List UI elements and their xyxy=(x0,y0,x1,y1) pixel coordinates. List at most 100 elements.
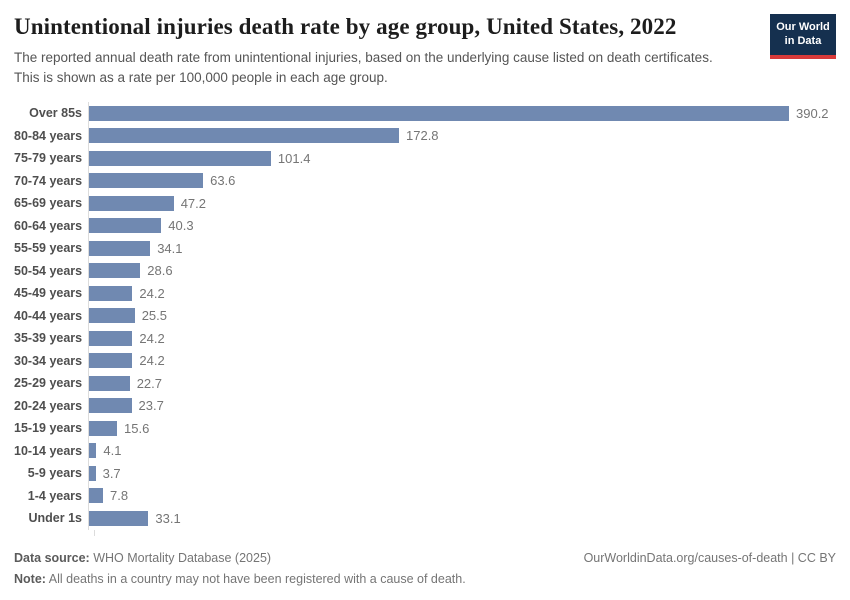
note-label: Note: xyxy=(14,571,46,586)
chart-row: 5-9 years 3.7 xyxy=(14,462,836,485)
chart-row: 75-79 years 101.4 xyxy=(14,147,836,170)
chart-row: Under 1s 33.1 xyxy=(14,507,836,530)
category-label: 10-14 years xyxy=(14,443,83,458)
bar-track: 15.6 xyxy=(88,417,836,440)
bar[interactable] xyxy=(89,353,133,369)
chart-row: 35-39 years 24.2 xyxy=(14,327,836,350)
bar[interactable] xyxy=(89,398,132,414)
category-label: 80-84 years xyxy=(14,128,83,143)
category-label: 70-74 years xyxy=(14,173,83,188)
bar-track: 7.8 xyxy=(88,484,836,508)
owid-logo-line2: in Data xyxy=(784,34,822,47)
category-label: Over 85s xyxy=(29,106,82,121)
value-label: 15.6 xyxy=(124,420,150,436)
owid-logo-line1: Our World xyxy=(776,20,830,33)
bar[interactable] xyxy=(89,173,204,189)
bar[interactable] xyxy=(89,128,399,144)
bar-track: 28.6 xyxy=(88,259,836,283)
bar-track: 24.2 xyxy=(88,282,836,305)
data-source-line: Data source: WHO Mortality Database (202… xyxy=(14,548,466,569)
category-label: 40-44 years xyxy=(14,308,83,323)
bar[interactable] xyxy=(89,105,789,121)
category-label: 30-34 years xyxy=(14,353,83,368)
bar-track: 34.1 xyxy=(88,237,836,260)
category-label: 65-69 years xyxy=(14,196,83,211)
chart-row: 80-84 years 172.8 xyxy=(14,124,836,148)
value-label: 3.7 xyxy=(102,465,121,481)
category-label: 60-64 years xyxy=(14,218,83,233)
chart-row: 15-19 years 15.6 xyxy=(14,417,836,440)
value-label: 22.7 xyxy=(136,375,162,391)
bar-track: 40.3 xyxy=(88,214,836,238)
chart-row: 25-29 years 22.7 xyxy=(14,372,836,395)
bar[interactable] xyxy=(89,150,271,166)
bar-chart: Over 85s 390.2 80-84 years 172.8 75-79 years… xyxy=(14,102,836,530)
chart-row: 20-24 years 23.7 xyxy=(14,394,836,418)
bar[interactable] xyxy=(89,443,97,459)
value-label: 33.1 xyxy=(155,510,181,526)
chart-row: 55-59 years 34.1 xyxy=(14,237,836,260)
value-label: 390.2 xyxy=(796,105,829,121)
owid-logo-text: Our World in Data xyxy=(770,14,836,55)
bar[interactable] xyxy=(89,510,149,526)
chart-row: 30-34 years 24.2 xyxy=(14,349,836,373)
data-source-label: Data source: xyxy=(14,550,90,565)
value-label: 40.3 xyxy=(168,218,194,234)
value-label: 34.1 xyxy=(157,240,183,256)
bar[interactable] xyxy=(89,420,117,436)
value-label: 63.6 xyxy=(210,173,236,189)
bar-track: 25.5 xyxy=(88,304,836,328)
value-label: 47.2 xyxy=(180,195,206,211)
category-label: 1-4 years xyxy=(27,488,82,503)
value-label: 24.2 xyxy=(139,353,165,369)
bar-track: 23.7 xyxy=(88,394,836,418)
bar[interactable] xyxy=(89,375,130,391)
note-line: Note: All deaths in a country may not ha… xyxy=(14,569,466,590)
chart-row: Over 85s 390.2 xyxy=(14,102,836,125)
bar[interactable] xyxy=(89,488,103,504)
bar-track: 3.7 xyxy=(88,462,836,485)
bar[interactable] xyxy=(89,285,133,301)
bar[interactable] xyxy=(89,240,151,256)
bar[interactable] xyxy=(89,308,135,324)
chart-header: Unintentional injuries death rate by age… xyxy=(14,14,836,87)
bar[interactable] xyxy=(89,465,96,481)
value-label: 172.8 xyxy=(406,128,439,144)
category-label: 55-59 years xyxy=(14,241,83,256)
bar-track: 390.2 xyxy=(88,102,836,125)
bar-track: 4.1 xyxy=(88,439,836,463)
value-label: 23.7 xyxy=(138,398,164,414)
value-label: 28.6 xyxy=(147,263,173,279)
chart-row: 50-54 years 28.6 xyxy=(14,259,836,283)
bar-track: 33.1 xyxy=(88,507,836,530)
category-label: 50-54 years xyxy=(14,263,83,278)
chart-row: 45-49 years 24.2 xyxy=(14,282,836,305)
data-source-text: WHO Mortality Database (2025) xyxy=(93,550,272,565)
bar[interactable] xyxy=(89,218,162,234)
chart-row: 70-74 years 63.6 xyxy=(14,169,836,193)
chart-footer: Data source: WHO Mortality Database (202… xyxy=(14,548,836,591)
chart-row: 10-14 years 4.1 xyxy=(14,439,836,463)
value-label: 7.8 xyxy=(110,488,129,504)
value-label: 25.5 xyxy=(141,308,167,324)
chart-row: 60-64 years 40.3 xyxy=(14,214,836,238)
y-axis-line xyxy=(94,529,836,536)
value-label: 101.4 xyxy=(277,150,311,166)
chart-row: 40-44 years 25.5 xyxy=(14,304,836,328)
bar-track: 101.4 xyxy=(88,147,836,170)
bar[interactable] xyxy=(89,263,141,279)
chart-row: 1-4 years 7.8 xyxy=(14,484,836,508)
bar-track: 22.7 xyxy=(88,372,836,395)
category-label: 75-79 years xyxy=(14,151,83,166)
owid-attribution-link[interactable]: OurWorldinData.org/causes-of-death | CC … xyxy=(583,550,836,565)
bar[interactable] xyxy=(89,195,174,211)
bar-track: 63.6 xyxy=(88,169,836,193)
value-label: 24.2 xyxy=(139,330,165,346)
bar[interactable] xyxy=(89,330,133,346)
bar-track: 24.2 xyxy=(88,349,836,373)
value-label: 4.1 xyxy=(103,443,122,459)
category-label: 25-29 years xyxy=(14,376,83,391)
bar-track: 24.2 xyxy=(88,327,836,350)
chart-row: 65-69 years 47.2 xyxy=(14,192,836,215)
